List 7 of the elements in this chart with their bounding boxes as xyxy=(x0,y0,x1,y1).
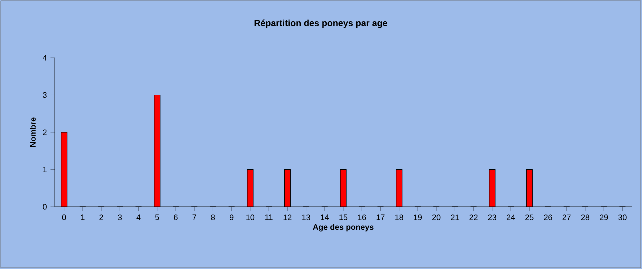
bar xyxy=(526,170,533,207)
bar xyxy=(61,132,68,207)
bar xyxy=(284,170,291,207)
chart-title: Répartition des poneys par age xyxy=(254,20,388,28)
bar xyxy=(154,95,160,207)
bar xyxy=(489,170,496,207)
bar xyxy=(396,170,402,207)
